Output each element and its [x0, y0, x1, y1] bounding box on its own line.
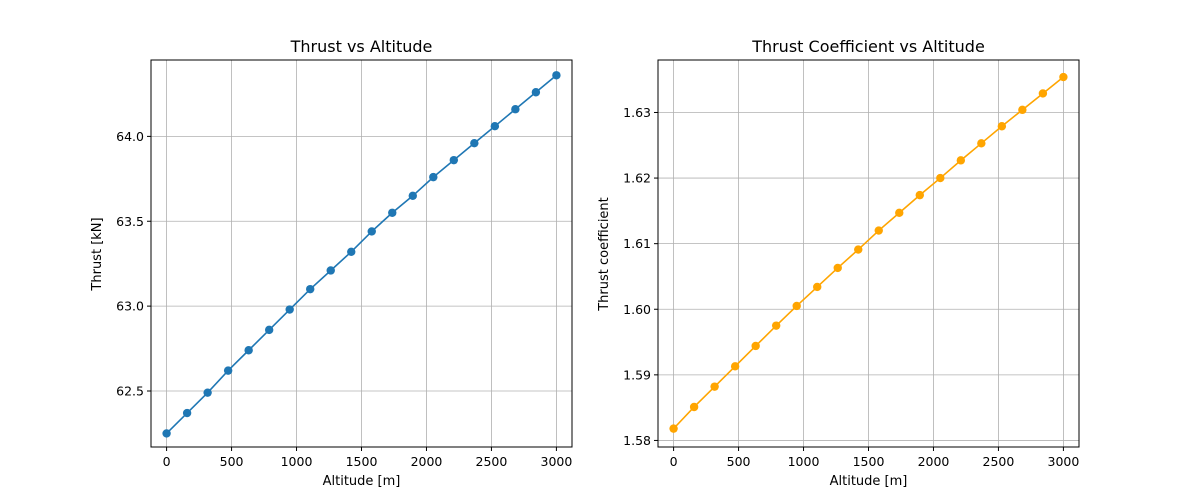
thrust-data-point: [285, 305, 294, 314]
thrust-x-tick-label: 2500: [476, 454, 508, 469]
thrust-coefficient-x-tick-label: 2000: [918, 454, 950, 469]
thrust-coefficient-x-tick-label: 1500: [853, 454, 885, 469]
thrust-grid: [151, 60, 572, 447]
thrust-data-point: [203, 388, 212, 397]
thrust-data-point: [388, 208, 397, 217]
thrust-data-point: [429, 172, 438, 182]
thrust-x-tick-label: 2000: [411, 454, 443, 469]
thrust-data-point: [408, 191, 417, 200]
thrust-x-tick-label: 1000: [281, 454, 313, 469]
thrust-coefficient-data-point: [915, 190, 924, 200]
thrust-data-point: [511, 105, 520, 114]
thrust-coefficient-chart-title: Thrust Coefficient vs Altitude: [751, 37, 985, 56]
thrust-data-point: [490, 121, 500, 131]
thrust-x-tick-label: 1500: [346, 454, 378, 469]
thrust-coefficient-y-tick-label: 1.61: [623, 236, 651, 251]
thrust-data-point: [470, 138, 479, 148]
thrust-data-point: [367, 227, 376, 236]
thrust-coefficient-data-point: [792, 301, 801, 311]
thrust-coefficient-grid: [658, 60, 1079, 447]
thrust-chart-ylabel: Thrust [kN]: [90, 217, 105, 291]
thrust-coefficient-y-tick-label: 1.63: [623, 105, 651, 120]
thrust-coefficient-data-point: [730, 362, 740, 371]
thrust-data-point: [552, 71, 561, 80]
thrust-coefficient-y-tick-label: 1.59: [623, 367, 651, 382]
thrust-x-tick-label: 3000: [541, 454, 573, 469]
thrust-chart-xlabel: Altitude [m]: [323, 474, 401, 489]
thrust-coefficient-data-point: [751, 341, 760, 351]
thrust-coefficient-data-point: [997, 122, 1007, 131]
thrust-coefficient-x-tick-label: 3000: [1048, 454, 1080, 469]
thrust-data-point: [347, 247, 356, 257]
thrust-coefficient-data-point: [771, 321, 781, 330]
thrust-data-point: [244, 346, 253, 355]
thrust-y-tick-label: 64.0: [116, 129, 144, 144]
thrust-chart-title: Thrust vs Altitude: [290, 37, 433, 56]
thrust-data-point: [449, 155, 459, 165]
thrust-data-point: [531, 88, 541, 97]
thrust-data-point: [223, 366, 233, 375]
thrust-coefficient-series-line: [673, 76, 1064, 430]
thrust-chart-panel: Thrust vs Altitude Altitude [m] Thrust […: [90, 37, 573, 489]
thrust-data-point: [264, 325, 274, 335]
thrust-y-tick-label: 63.5: [116, 214, 144, 229]
thrust-coefficient-data-point: [689, 402, 699, 412]
thrust-coefficient-data-point: [874, 226, 883, 235]
thrust-coefficient-x-tick-label: 2500: [983, 454, 1015, 469]
thrust-coefficient-data-point: [895, 208, 904, 218]
thrust-coefficient-chart-ylabel: Thrust coefficient: [597, 197, 612, 312]
thrust-coefficient-data-point: [1018, 105, 1027, 115]
thrust-coefficient-data-point: [833, 263, 842, 273]
thrust-x-tick-label: 0: [163, 454, 171, 469]
thrust-coefficient-chart-panel: Thrust Coefficient vs Altitude Altitude …: [597, 37, 1080, 489]
thrust-coefficient-y-tick-label: 1.62: [623, 171, 651, 186]
thrust-data-point: [326, 266, 335, 275]
thrust-data-point: [306, 284, 315, 294]
thrust-data-point: [162, 429, 171, 438]
thrust-coefficient-data-point: [936, 173, 945, 183]
thrust-coefficient-chart-xlabel: Altitude [m]: [830, 474, 908, 489]
thrust-coefficient-axes-frame: [657, 59, 1080, 448]
thrust-data-point: [182, 408, 192, 418]
thrust-coefficient-y-tick-label: 1.58: [623, 433, 651, 448]
thrust-coefficient-data-point: [813, 282, 822, 292]
thrust-coefficient-data-point: [854, 245, 863, 254]
thrust-coefficient-data-point: [710, 382, 719, 391]
thrust-coefficient-x-tick-label: 1000: [788, 454, 820, 469]
thrust-x-tick-label: 500: [220, 454, 244, 469]
thrust-coefficient-data-point: [977, 139, 986, 148]
thrust-coefficient-data-point: [669, 424, 678, 433]
thrust-coefficient-data-point: [1038, 89, 1048, 98]
thrust-coefficient-data-point: [956, 156, 966, 165]
thrust-series-line: [166, 74, 557, 434]
thrust-coefficient-x-tick-label: 500: [727, 454, 751, 469]
thrust-coefficient-y-tick-label: 1.60: [623, 302, 651, 317]
thrust-y-tick-label: 63.0: [116, 299, 144, 314]
thrust-coefficient-data-point: [1059, 72, 1068, 82]
thrust-coefficient-x-tick-label: 0: [670, 454, 678, 469]
thrust-y-tick-label: 62.5: [116, 383, 144, 398]
thrust-axes-frame: [150, 59, 573, 448]
